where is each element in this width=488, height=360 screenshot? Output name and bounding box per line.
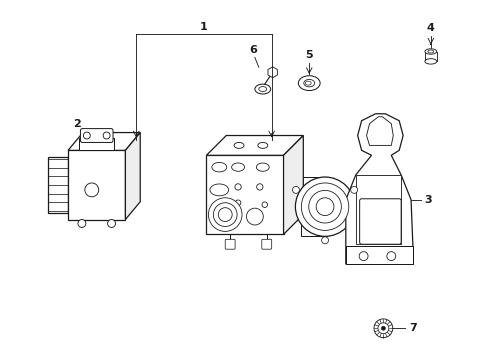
Ellipse shape bbox=[217, 209, 228, 220]
Polygon shape bbox=[68, 132, 140, 150]
Bar bbox=[206, 155, 283, 234]
Ellipse shape bbox=[305, 81, 310, 85]
Ellipse shape bbox=[424, 49, 436, 54]
Polygon shape bbox=[283, 135, 303, 234]
Ellipse shape bbox=[246, 208, 263, 225]
Bar bbox=[301, 177, 326, 237]
Circle shape bbox=[377, 323, 388, 334]
Circle shape bbox=[213, 203, 237, 226]
Circle shape bbox=[308, 190, 341, 223]
Circle shape bbox=[316, 198, 333, 216]
FancyBboxPatch shape bbox=[225, 239, 235, 249]
Ellipse shape bbox=[209, 184, 228, 196]
Ellipse shape bbox=[254, 84, 270, 94]
Bar bbox=[68, 150, 125, 220]
FancyBboxPatch shape bbox=[261, 239, 271, 249]
Ellipse shape bbox=[427, 50, 433, 53]
Text: 5: 5 bbox=[305, 50, 312, 60]
Circle shape bbox=[321, 237, 328, 244]
Circle shape bbox=[208, 198, 242, 231]
Text: 7: 7 bbox=[408, 323, 416, 333]
Ellipse shape bbox=[424, 59, 436, 64]
Circle shape bbox=[292, 186, 299, 193]
FancyBboxPatch shape bbox=[359, 199, 400, 244]
Circle shape bbox=[381, 326, 385, 330]
Circle shape bbox=[103, 132, 110, 139]
Circle shape bbox=[373, 319, 392, 338]
Text: 3: 3 bbox=[423, 195, 431, 205]
Ellipse shape bbox=[209, 199, 241, 230]
Circle shape bbox=[107, 220, 115, 228]
Circle shape bbox=[85, 183, 99, 197]
Circle shape bbox=[350, 186, 357, 193]
Circle shape bbox=[295, 177, 354, 237]
Bar bbox=[424, 51, 436, 62]
Text: 6: 6 bbox=[248, 45, 256, 54]
Text: 1: 1 bbox=[200, 22, 207, 32]
Circle shape bbox=[358, 252, 367, 261]
Circle shape bbox=[218, 208, 232, 221]
Ellipse shape bbox=[234, 184, 241, 190]
Text: 4: 4 bbox=[426, 23, 434, 33]
Ellipse shape bbox=[298, 76, 320, 91]
Text: 2: 2 bbox=[73, 119, 81, 129]
Bar bbox=[48, 157, 68, 213]
Polygon shape bbox=[366, 117, 392, 145]
Circle shape bbox=[78, 220, 86, 228]
Ellipse shape bbox=[231, 163, 244, 171]
Ellipse shape bbox=[262, 202, 267, 207]
Polygon shape bbox=[355, 175, 400, 244]
Polygon shape bbox=[206, 135, 303, 155]
Ellipse shape bbox=[257, 143, 267, 148]
Polygon shape bbox=[345, 114, 412, 264]
Polygon shape bbox=[267, 67, 277, 78]
Ellipse shape bbox=[235, 200, 241, 206]
Ellipse shape bbox=[234, 143, 244, 148]
Ellipse shape bbox=[303, 80, 314, 87]
FancyBboxPatch shape bbox=[80, 129, 113, 143]
Polygon shape bbox=[125, 132, 140, 220]
Bar bbox=[345, 246, 412, 264]
Ellipse shape bbox=[211, 162, 226, 172]
Ellipse shape bbox=[256, 184, 263, 190]
Bar bbox=[79, 139, 114, 150]
Circle shape bbox=[301, 183, 348, 230]
Circle shape bbox=[83, 132, 90, 139]
Ellipse shape bbox=[256, 163, 269, 171]
Circle shape bbox=[386, 252, 395, 261]
Ellipse shape bbox=[258, 87, 266, 91]
